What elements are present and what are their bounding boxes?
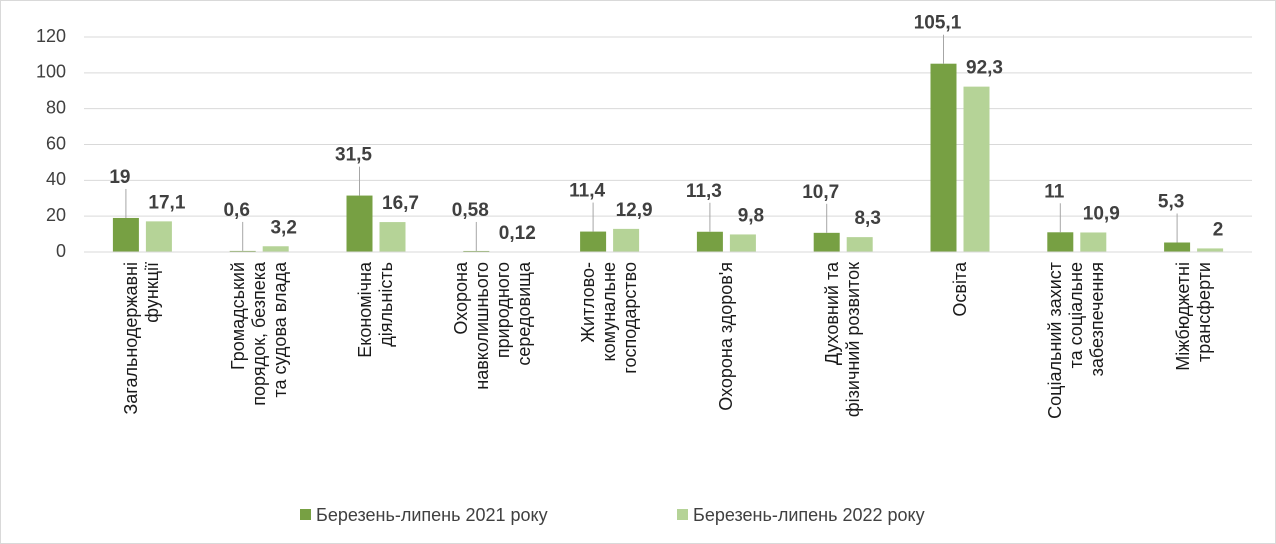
bar <box>813 232 840 252</box>
bar <box>613 228 640 252</box>
x-tick-label: Загальнодержавні функції <box>121 262 163 415</box>
y-tick-label: 100 <box>36 62 66 82</box>
data-label: 11,4 <box>569 181 605 202</box>
y-tick-label: 40 <box>46 169 66 189</box>
data-label: 0,6 <box>223 200 249 221</box>
data-label: 10,7 <box>802 182 839 203</box>
bar <box>262 246 289 252</box>
data-label: 105,1 <box>914 13 962 34</box>
bar <box>846 237 873 252</box>
y-tick-label: 80 <box>46 97 66 117</box>
bar <box>1197 248 1224 252</box>
x-tick-label: Охорона здоров'я <box>715 262 736 411</box>
x-tick-label: Житлово- комунальне господарство <box>578 262 641 374</box>
data-label: 17,1 <box>148 192 185 213</box>
data-label: 3,2 <box>270 217 296 238</box>
data-label: 11 <box>1044 181 1065 202</box>
bar <box>379 222 406 252</box>
legend-label: Березень-липень 2022 року <box>693 505 925 525</box>
bar <box>145 221 172 252</box>
x-tick-label: Охорона навколишнього природного середов… <box>450 262 534 390</box>
data-label: 8,3 <box>854 208 880 229</box>
bar <box>729 234 756 252</box>
legend-swatch <box>677 509 688 520</box>
y-tick-label: 0 <box>56 241 66 261</box>
x-tick-label: Освіта <box>949 262 970 317</box>
y-tick-label: 120 <box>36 26 66 46</box>
data-label: 12,9 <box>616 200 653 221</box>
bar <box>1164 242 1191 252</box>
x-tick-label: Громадський порядок, безпека та судова в… <box>227 262 290 406</box>
legend-swatch <box>300 509 311 520</box>
y-tick-label: 60 <box>46 133 66 153</box>
data-label: 2 <box>1213 219 1224 240</box>
bar <box>930 63 957 253</box>
bar <box>229 250 256 252</box>
data-label: 92,3 <box>966 58 1003 79</box>
data-label: 0,58 <box>452 200 489 221</box>
bar <box>696 231 723 252</box>
bar <box>1047 232 1074 252</box>
data-label: 31,5 <box>335 145 372 166</box>
bar <box>1080 232 1107 252</box>
legend-label: Березень-липень 2021 року <box>316 505 548 525</box>
bar <box>346 195 373 252</box>
data-label: 0,12 <box>499 223 536 244</box>
data-label: 19 <box>109 167 130 188</box>
bar <box>463 250 490 252</box>
x-tick-label: Економічна діяльність <box>355 262 396 358</box>
bar <box>963 86 990 252</box>
data-label: 9,8 <box>738 205 764 226</box>
x-tick-label: Міжбюджетні трансферти <box>1172 262 1214 371</box>
x-tick-label: Соціальний захист та соціальне забезпече… <box>1045 262 1108 419</box>
y-tick-label: 20 <box>46 205 66 225</box>
data-label: 16,7 <box>382 193 419 214</box>
bar <box>112 217 139 252</box>
x-tick-label: Духовний та фізичний розвиток <box>822 262 864 418</box>
bar <box>580 231 607 252</box>
data-label: 10,9 <box>1083 203 1120 224</box>
data-label: 11,3 <box>686 181 722 202</box>
data-label: 5,3 <box>1158 192 1184 213</box>
